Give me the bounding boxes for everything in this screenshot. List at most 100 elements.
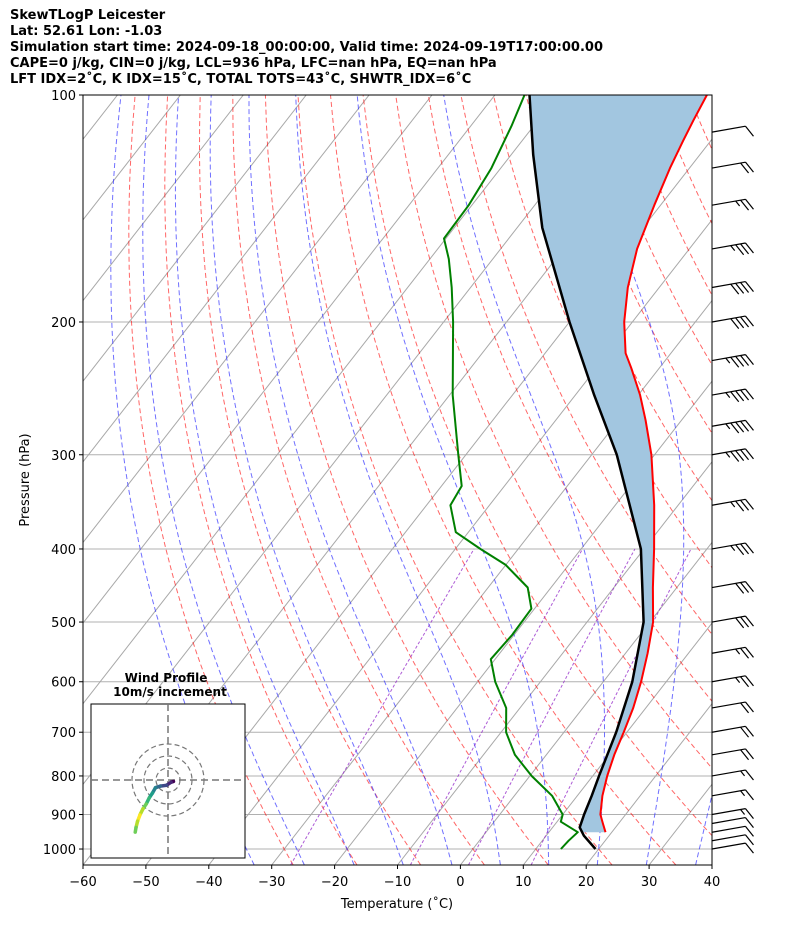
x-tick-label: −20 <box>321 875 348 890</box>
moist-adiabats <box>110 95 712 865</box>
barb-feather <box>745 281 754 292</box>
coordinates-line: Lat: 52.61 Lon: -1.03 <box>10 24 163 39</box>
dry-adiabat <box>722 95 794 865</box>
wind-barb <box>711 161 754 174</box>
dry-adiabat <box>362 95 712 837</box>
parcel-profile-line <box>528 95 645 850</box>
moist-adiabat <box>248 95 453 865</box>
barb-feather <box>735 500 745 512</box>
y-tick-label: 400 <box>51 543 76 558</box>
moist-adiabat <box>142 95 305 865</box>
wind-barb <box>711 808 754 819</box>
isotherm <box>83 95 559 705</box>
barb-shaft <box>711 615 746 623</box>
barb-half-feather <box>730 501 736 508</box>
wind-barb <box>711 280 754 295</box>
barb-feather <box>730 391 740 403</box>
y-tick-label: 600 <box>51 676 76 691</box>
wind-barb <box>711 615 754 629</box>
x-tick-label: 0 <box>456 875 464 890</box>
x-tick-label: 20 <box>578 875 595 890</box>
barb-feather <box>740 316 750 328</box>
inset-subtitle: 10m/s increment <box>113 685 227 699</box>
barb-shaft <box>711 816 746 825</box>
barb-half-feather <box>735 200 741 207</box>
barb-shaft <box>711 354 746 362</box>
barb-half-feather <box>740 790 746 797</box>
barb-feather <box>745 198 754 210</box>
barb-feather <box>735 582 745 594</box>
barb-half-feather <box>735 677 741 683</box>
barb-feather <box>745 615 754 627</box>
dry-adiabat <box>264 95 549 865</box>
barb-feather <box>730 356 740 368</box>
wind-barb <box>711 419 754 434</box>
dry-adiabat <box>297 95 613 865</box>
barb-feather <box>730 283 740 295</box>
barb-shaft <box>711 789 746 797</box>
barb-feather <box>740 162 750 174</box>
barb-feather <box>735 356 745 367</box>
inset-plot <box>91 704 245 858</box>
isotherm <box>83 95 433 544</box>
barb-feather <box>740 543 750 555</box>
barb-feather <box>745 419 754 431</box>
wind-barb <box>711 581 754 594</box>
barb-shaft <box>711 419 746 427</box>
barb-feather <box>730 318 740 330</box>
wind-barb <box>711 448 754 462</box>
barb-feather <box>730 422 740 434</box>
y-tick-label: 900 <box>51 809 76 824</box>
wind-barb <box>711 125 754 137</box>
moist-adiabat <box>209 95 404 865</box>
dry-adiabat <box>427 95 712 702</box>
wind-barb <box>711 646 754 659</box>
dry-adiabat <box>232 95 485 865</box>
y-tick-label: 500 <box>51 616 76 631</box>
barb-feather <box>745 354 754 366</box>
dry-adiabat <box>525 95 712 502</box>
barb-feather <box>745 725 754 737</box>
wind-barb <box>711 789 754 801</box>
barb-half-feather <box>725 357 731 364</box>
barb-shaft <box>711 808 746 816</box>
barb-shaft <box>711 198 746 206</box>
barb-feather <box>740 647 750 659</box>
barb-feather <box>745 825 754 837</box>
barb-feather <box>735 421 745 433</box>
y-tick-label: 300 <box>51 449 76 464</box>
barb-feather <box>740 702 750 714</box>
y-tick-label: 1000 <box>43 843 76 858</box>
cape-cin-line: CAPE=0 j/kg, CIN=0 j/kg, LCL=936 hPa, LF… <box>10 56 497 71</box>
barb-feather <box>745 748 754 760</box>
barb-feather <box>740 389 750 401</box>
dry-adiabat <box>330 95 677 865</box>
wind-barb <box>711 498 754 512</box>
moist-adiabat <box>174 95 355 865</box>
barb-feather <box>735 617 745 629</box>
isotherm <box>522 622 712 865</box>
barb-feather <box>740 243 750 255</box>
barb-shaft <box>711 701 746 709</box>
moist-adiabat <box>295 95 501 865</box>
barb-feather <box>745 388 754 400</box>
isotherm <box>585 702 712 865</box>
barb-shaft <box>711 675 746 683</box>
x-tick-label: 10 <box>515 875 532 890</box>
barb-feather <box>745 448 754 460</box>
barb-shaft <box>711 581 746 589</box>
mixing-ratio-line <box>409 548 583 865</box>
wind-barb <box>711 315 754 330</box>
x-tick-label: −60 <box>69 875 96 890</box>
isotherm <box>271 299 712 865</box>
barb-shaft <box>711 725 746 733</box>
barb-half-feather <box>740 770 746 777</box>
barb-feather <box>735 282 745 294</box>
barb-half-feather <box>730 245 736 251</box>
wind-barb <box>711 725 754 738</box>
barb-feather <box>735 544 745 556</box>
barb-feather <box>745 817 754 828</box>
barb-half-feather <box>725 451 731 458</box>
barb-shaft <box>711 542 746 550</box>
